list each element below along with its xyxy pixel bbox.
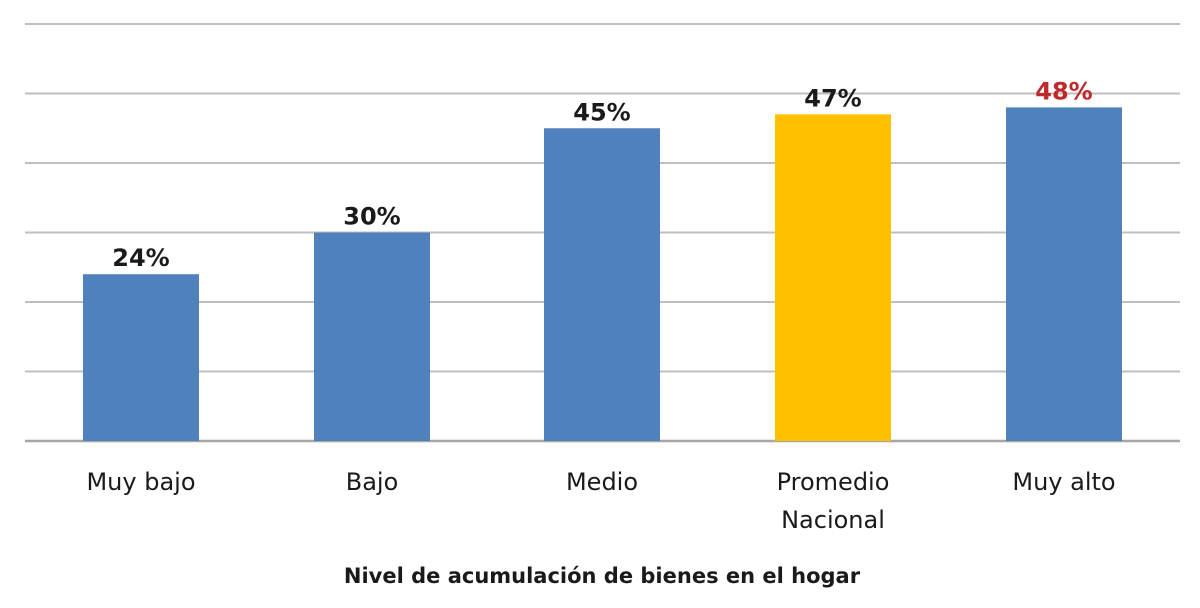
bar-medio bbox=[544, 128, 660, 441]
bar-bajo bbox=[314, 232, 430, 441]
data-label: 30% bbox=[343, 203, 400, 231]
bar-muy-alto bbox=[1006, 107, 1122, 442]
bars bbox=[83, 107, 1122, 442]
category-label: Bajo bbox=[346, 468, 399, 496]
x-axis-title: Nivel de acumulación de bienes en el hog… bbox=[344, 564, 861, 588]
data-label: 45% bbox=[573, 98, 630, 126]
category-tick-labels: Muy bajo Bajo Medio Promedio Nacional Muy alt… bbox=[86, 468, 1115, 534]
category-label: Muy bajo bbox=[86, 468, 195, 496]
category-label: Promedio Nacional bbox=[777, 468, 890, 534]
data-label: 24% bbox=[112, 244, 169, 272]
data-labels: 24% 30% 45% 47% 48% bbox=[112, 77, 1092, 272]
data-label: 47% bbox=[804, 84, 861, 112]
bar-muy-bajo bbox=[83, 274, 199, 441]
bar-promedio-nacional bbox=[775, 114, 891, 441]
data-label: 48% bbox=[1035, 77, 1092, 105]
category-label: Muy alto bbox=[1012, 468, 1115, 496]
category-label: Medio bbox=[566, 468, 638, 496]
